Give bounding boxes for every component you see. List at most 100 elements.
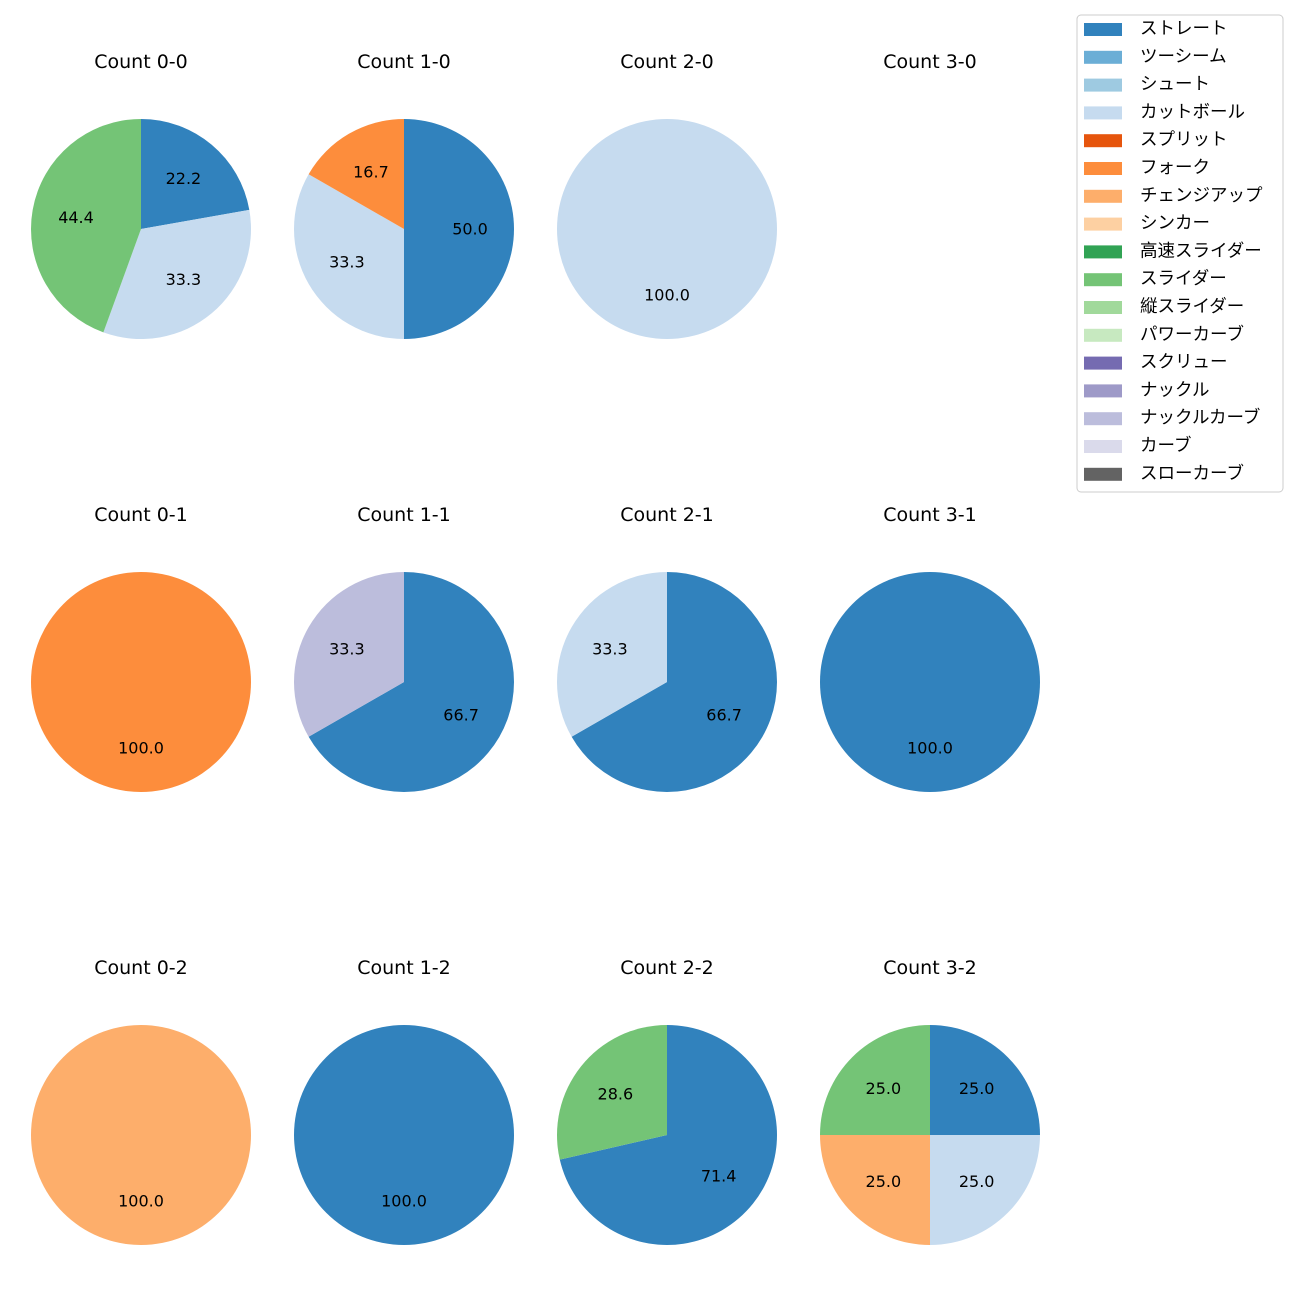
legend-label: ナックル [1140,380,1209,400]
pie-slice [141,119,250,229]
legend-swatch [1084,440,1122,453]
pie-panel: Count 1-1 66.7 33.3 [293,504,514,792]
pie-panels: Count 0-0 22.2 33.3 44.4 Count 1-0 50.0 33.3 16… [31,51,1040,1245]
pie-slice [557,1025,667,1160]
pie-slice [293,572,404,737]
legend-swatch [1084,23,1122,36]
legend-swatch [1084,301,1122,314]
legend-label: シュート [1140,75,1210,95]
legend-swatch [1084,217,1122,231]
pie-panel: Count 3-1 100.0 [820,504,1040,792]
legend: ストレートツーシームシュートカットボールスプリットフォークチェンジアップシンカー… [1076,14,1284,493]
slice-label: 100.0 [381,1192,427,1211]
slice-label: 25.0 [959,1172,995,1191]
legend-swatch [1084,189,1122,203]
pie-panel: Count 0-2 100.0 [31,957,251,1245]
legend-label: シンカー [1140,214,1210,234]
legend-label: 高速スライダー [1140,241,1262,261]
pie-slice [557,119,777,339]
pie-slice [930,1135,1040,1245]
slice-label: 100.0 [644,286,690,305]
pie-panel: Count 0-1 100.0 [31,504,251,792]
pie-slice [31,1025,251,1245]
pie-panel: Count 2-1 66.7 33.3 [556,504,777,792]
pie-slice [820,572,1040,792]
pie-title: Count 0-1 [94,504,188,526]
pie-panel: Count 0-0 22.2 33.3 44.4 [31,51,252,339]
pie-slice [31,119,141,333]
pie-title: Count 2-2 [620,957,714,979]
pie-slice [103,209,252,339]
pie-slice [308,119,404,229]
slice-label: 28.6 [598,1084,634,1103]
legend-swatch [1084,384,1122,398]
pie-title: Count 2-0 [620,51,714,73]
slice-label: 33.3 [592,639,628,658]
legend-swatch [1084,412,1122,426]
pie-panel: Count 2-0 100.0 [557,51,777,339]
legend-swatch [1084,78,1122,92]
legend-label: スライダー [1140,269,1227,289]
legend-label: チェンジアップ [1140,186,1263,206]
legend-label: ナックルカーブ [1140,407,1260,428]
slice-label: 50.0 [452,220,488,239]
pie-title: Count 2-1 [620,504,714,526]
legend-label: パワーカーブ [1140,324,1244,345]
pie-slice [31,572,251,792]
pie-title: Count 0-2 [94,957,188,979]
pie-slice [820,1135,930,1245]
pie-title: Count 3-2 [883,957,977,979]
legend-label: ストレート [1140,19,1228,39]
pie-slice [820,1025,930,1135]
pie-title: Count 1-2 [357,957,451,979]
pie-slice [571,572,777,792]
pie-slice [308,572,514,792]
pie-slice [404,119,514,339]
slice-label: 44.4 [58,208,94,227]
pie-slice [556,572,667,737]
legend-swatch [1084,134,1122,148]
pie-slice [930,1025,1040,1135]
legend-label: スクリュー [1140,353,1228,373]
legend-swatch [1084,106,1122,120]
legend-swatch [1084,273,1122,287]
legend-swatch [1084,50,1122,64]
legend-swatch [1084,245,1122,259]
legend-label: カーブ [1140,435,1191,456]
slice-label: 100.0 [118,739,164,758]
slice-label: 66.7 [706,706,742,725]
slice-label: 22.2 [166,169,202,188]
slice-label: 100.0 [118,1192,164,1211]
pie-slice [559,1025,777,1245]
legend-label: スローカーブ [1140,463,1244,484]
legend-swatch [1084,467,1122,481]
slice-label: 25.0 [866,1079,902,1098]
legend-frame [1076,14,1284,493]
slice-label: 71.4 [701,1167,737,1186]
slice-label: 33.3 [329,253,365,272]
legend-label: フォーク [1140,158,1210,178]
legend-label: 縦スライダー [1140,297,1244,317]
legend-label: スプリット [1140,130,1228,150]
slice-label: 33.3 [329,639,365,658]
slice-label: 16.7 [353,162,389,181]
pie-title: Count 3-0 [883,51,977,73]
pie-panel: Count 1-0 50.0 33.3 16.7 [294,51,514,339]
slice-label: 66.7 [443,706,479,725]
legend-swatch [1084,328,1122,342]
slice-label: 33.3 [166,270,202,289]
pie-panel: Count 3-2 25.0 25.0 25.0 25.0 [820,957,1040,1245]
legend-swatch [1084,356,1122,370]
slice-label: 25.0 [959,1079,995,1098]
pie-panel: Count 1-2 100.0 [294,957,514,1245]
pie-title: Count 0-0 [94,51,188,73]
pie-slice [294,1025,514,1245]
legend-label: ツーシーム [1140,47,1227,67]
pie-title: Count 3-1 [883,504,977,526]
legend-label: カットボール [1140,102,1245,122]
pie-panel: Count 3-0 [883,51,977,73]
pie-panel: Count 2-2 71.4 28.6 [557,957,777,1245]
pie-title: Count 1-0 [357,51,451,73]
pie-title: Count 1-1 [357,504,451,526]
